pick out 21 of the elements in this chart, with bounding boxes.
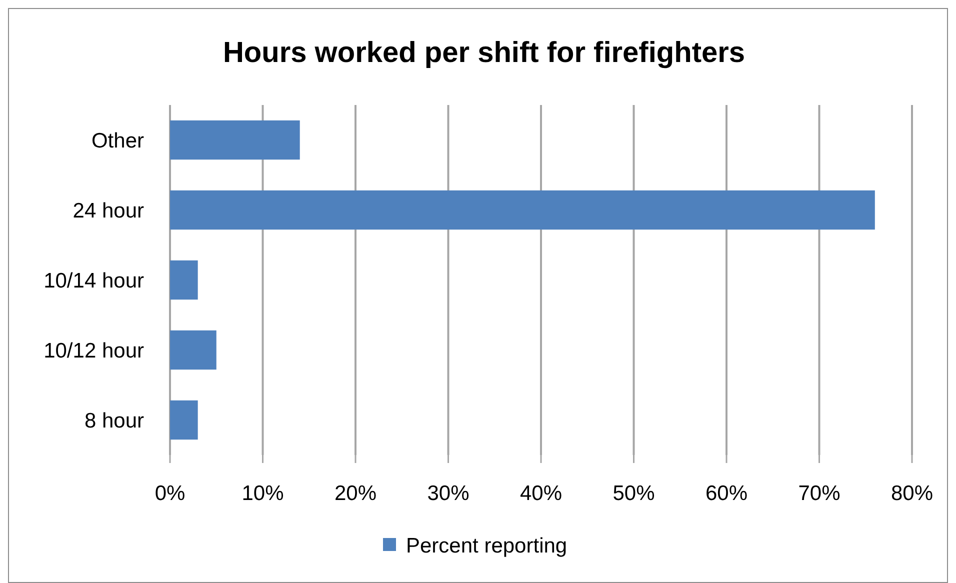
bar [170, 400, 198, 440]
x-tick-label: 0% [154, 482, 186, 505]
x-tick-label: 60% [705, 482, 748, 505]
x-tick-label: 40% [520, 482, 562, 505]
x-tick-label: 50% [612, 482, 655, 505]
y-tick-label: 10/14 hour [44, 269, 144, 292]
bar [170, 120, 300, 160]
bar [170, 330, 216, 370]
x-tick-label: 70% [798, 482, 840, 505]
x-tick-label: 30% [427, 482, 470, 505]
y-tick-label: 10/12 hour [44, 339, 144, 362]
y-tick-label: 24 hour [72, 199, 144, 222]
bar [170, 190, 875, 230]
x-tick-label: 80% [890, 482, 934, 505]
x-tick-label: 20% [334, 482, 377, 505]
y-tick-label: 8 hour [84, 409, 144, 432]
x-tick-label: 10% [242, 482, 284, 505]
bar [170, 260, 198, 300]
chart-title: Hours worked per shift for firefighters [222, 37, 746, 69]
y-tick-label: Other [91, 129, 144, 152]
legend-label: Percent reporting [406, 534, 568, 558]
